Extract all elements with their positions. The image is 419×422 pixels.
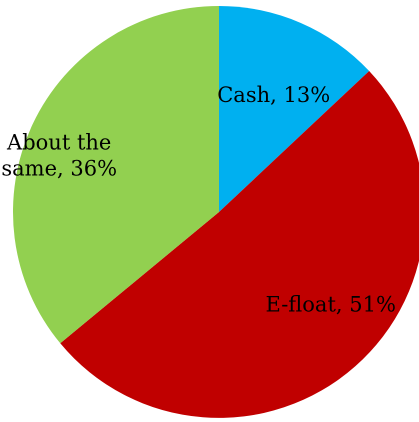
pie-labels: Cash, 13% E-float, 51% About the same, 36% — [1, 83, 396, 317]
pie-slice-cash-13 — [219, 6, 370, 212]
pie-label-about-the-same-36: About the same, 36% — [1, 130, 117, 180]
pie-label-cash-13: Cash, 13% — [217, 83, 330, 107]
pie-slices — [12, 5, 419, 418]
pie-slice-about-the-same-36 — [12, 5, 219, 344]
pie-label-e-float-51: E-float, 51% — [265, 293, 395, 317]
pie-slice-e-float-51 — [60, 70, 419, 418]
